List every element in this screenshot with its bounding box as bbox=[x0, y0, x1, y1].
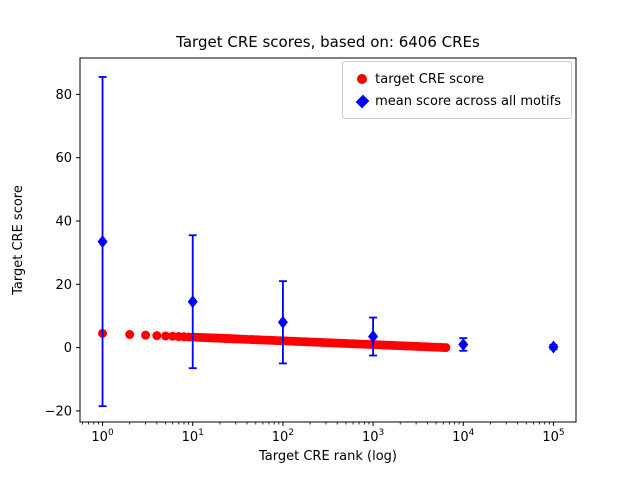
svg-text:20: 20 bbox=[55, 278, 72, 293]
svg-text:40: 40 bbox=[55, 215, 72, 230]
legend: target CRE score mean score across all m… bbox=[342, 61, 572, 119]
svg-text:60: 60 bbox=[55, 151, 72, 166]
chart-title: Target CRE scores, based on: 6406 CREs bbox=[175, 33, 480, 51]
target-score-series bbox=[98, 328, 451, 353]
svg-text:0: 0 bbox=[64, 341, 72, 356]
axis-ticks: 100 101 102 103 104 105 −20 0 20 40 60 80 bbox=[45, 88, 565, 445]
red-circle-marker-icon bbox=[357, 74, 368, 84]
y-axis-label: Target CRE score bbox=[11, 185, 26, 296]
plot-frame bbox=[79, 57, 577, 423]
svg-text:102: 102 bbox=[272, 428, 294, 445]
legend-entry-mean: mean score across all motifs bbox=[349, 90, 561, 112]
svg-text:−20: −20 bbox=[45, 404, 72, 419]
legend-marker-cell bbox=[349, 94, 375, 108]
legend-label: mean score across all motifs bbox=[375, 93, 561, 109]
svg-text:103: 103 bbox=[362, 428, 384, 445]
svg-text:80: 80 bbox=[55, 88, 72, 103]
legend-label: target CRE score bbox=[375, 71, 485, 87]
legend-marker-cell bbox=[349, 74, 375, 84]
blue-diamond-marker-icon bbox=[355, 94, 369, 108]
x-axis-label: Target CRE rank (log) bbox=[258, 449, 397, 464]
mean-score-series bbox=[97, 76, 559, 408]
svg-text:101: 101 bbox=[182, 428, 204, 445]
legend-entry-target: target CRE score bbox=[349, 68, 561, 90]
svg-text:104: 104 bbox=[452, 428, 475, 445]
svg-text:100: 100 bbox=[91, 428, 114, 445]
svg-text:105: 105 bbox=[542, 428, 564, 445]
